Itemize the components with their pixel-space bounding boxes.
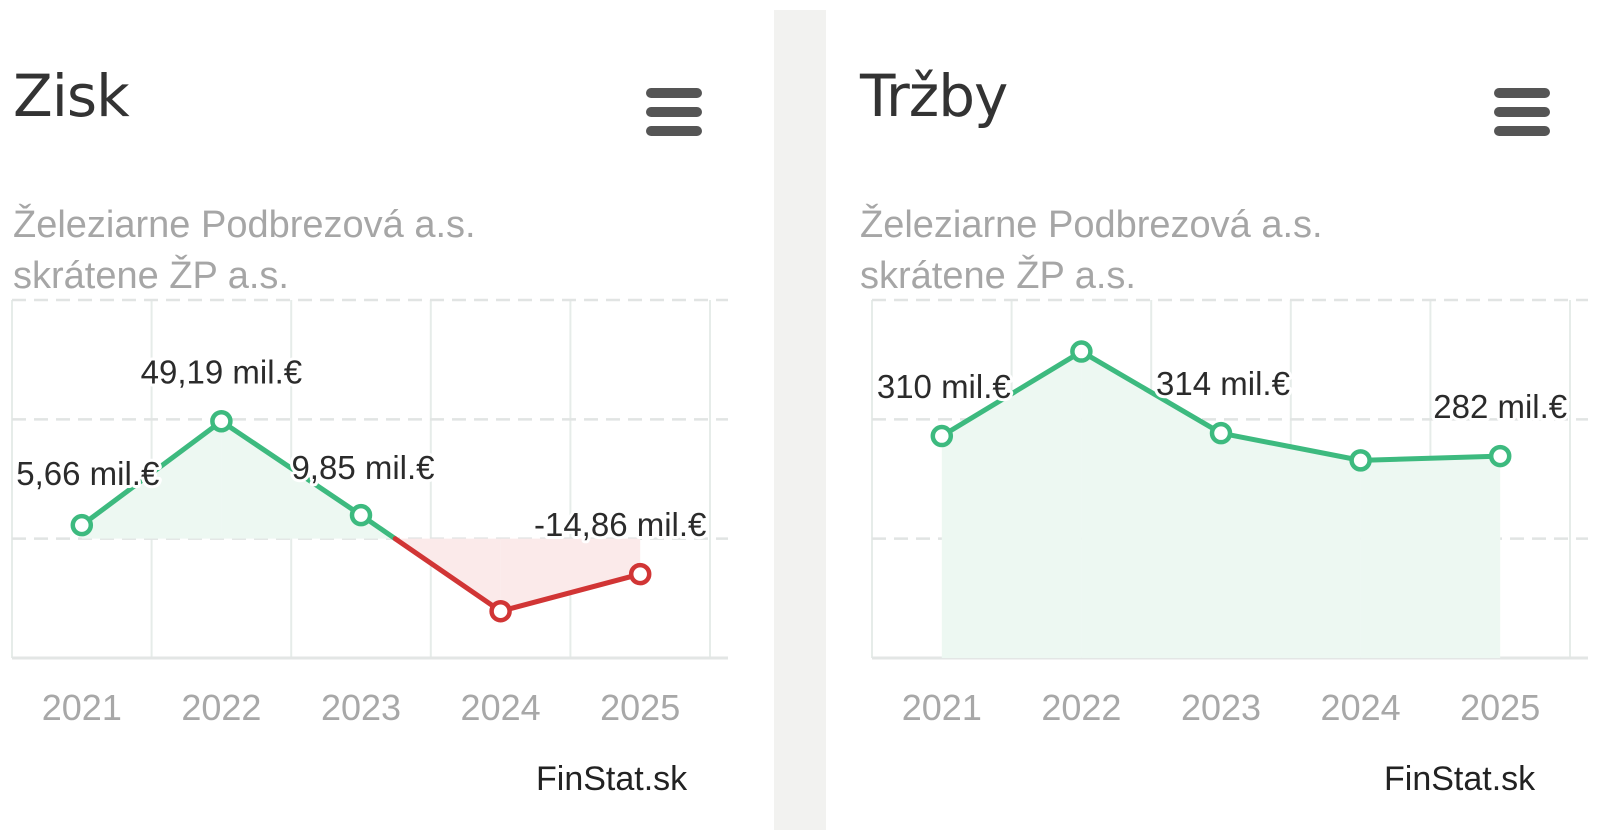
area-fill-positive [81, 421, 222, 539]
data-point-2024 [489, 599, 512, 623]
profit-area-chart: 5,66 mil.€ 49,19 mil.€ 9,85 mil.€ -14,86 mi… [11, 298, 728, 728]
series-line-positive [79, 418, 224, 528]
subtitle-line-2: skrátene ŽP a.s. [860, 255, 1136, 297]
hamburger-menu-icon[interactable] [1494, 88, 1550, 136]
data-label-2023: 9,85 mil.€ [291, 449, 434, 486]
data-label-2022: 49,19 mil.€ [141, 353, 302, 390]
x-tick-label-2022: 2022 [181, 687, 261, 728]
series-line-positive [218, 418, 364, 518]
chart-subtitle: Železiarne Podbrezová a.s. skrátene ŽP a… [860, 200, 1323, 302]
data-point-2021 [70, 513, 94, 537]
x-tick-label-2022: 2022 [1041, 687, 1121, 728]
area-fills [81, 421, 641, 612]
data-label-2025: -14,86 mil.€ [534, 506, 706, 543]
data-point-2023 [349, 503, 373, 527]
profit-chart-panel: Zisk Železiarne Podbrezová a.s. skrátene… [0, 0, 740, 840]
x-tick-label-2023: 2023 [321, 687, 401, 728]
series-line-negative [392, 536, 504, 614]
data-point-2023 [1209, 421, 1233, 445]
x-tick-label-2021: 2021 [42, 687, 122, 728]
x-tick-label-2025: 2025 [600, 687, 680, 728]
panel-divider [774, 10, 826, 830]
series-line-positive [1358, 453, 1503, 463]
x-tick-label-2024: 2024 [461, 687, 541, 728]
series-line-positive [939, 349, 1084, 439]
data-point-2021 [930, 424, 954, 448]
x-tick-label-2023: 2023 [1181, 687, 1261, 728]
area-fill-positive [221, 421, 361, 539]
data-point-2024 [1349, 449, 1372, 472]
data-point-2022 [210, 410, 233, 433]
series-line-positive [1218, 430, 1364, 463]
revenue-chart-panel: Tržby Železiarne Podbrezová a.s. skráten… [860, 0, 1600, 840]
area-fill-positive [941, 351, 1082, 658]
area-fills [941, 351, 1501, 658]
x-tick-label-2024: 2024 [1321, 687, 1401, 728]
x-tick-label-2025: 2025 [1460, 687, 1540, 728]
data-point-2025 [1488, 444, 1512, 468]
hamburger-menu-icon[interactable] [646, 88, 702, 136]
revenue-area-chart: 310 mil.€ 314 mil.€ 282 mil.€ 2021 2022 2023 2… [871, 298, 1588, 728]
series-line-positive [1078, 349, 1224, 436]
series-line-negative [498, 571, 643, 614]
data-point-2022 [1070, 340, 1093, 363]
subtitle-line-1: Železiarne Podbrezová a.s. [860, 204, 1323, 246]
x-tick-label-2021: 2021 [902, 687, 982, 728]
subtitle-line-2: skrátene ŽP a.s. [13, 255, 289, 297]
data-point-2025 [628, 562, 652, 586]
data-label-2021: 5,66 mil.€ [16, 455, 159, 492]
area-fill-positive [1360, 456, 1501, 658]
area-fill-negative [500, 538, 641, 612]
area-fill-positive [1221, 433, 1361, 658]
chart-subtitle: Železiarne Podbrezová a.s. skrátene ŽP a… [13, 200, 476, 302]
finstat-credit-link[interactable]: FinStat.sk [536, 760, 688, 798]
data-label-2023: 314 mil.€ [1156, 365, 1290, 402]
subtitle-line-1: Železiarne Podbrezová a.s. [13, 204, 476, 246]
finstat-credit-link[interactable]: FinStat.sk [1384, 760, 1536, 798]
chart-title: Zisk [13, 62, 130, 130]
data-label-2021: 310 mil.€ [877, 368, 1011, 405]
area-fill-positive [1081, 351, 1221, 658]
chart-title: Tržby [860, 62, 1008, 130]
data-label-2025: 282 mil.€ [1433, 388, 1567, 425]
